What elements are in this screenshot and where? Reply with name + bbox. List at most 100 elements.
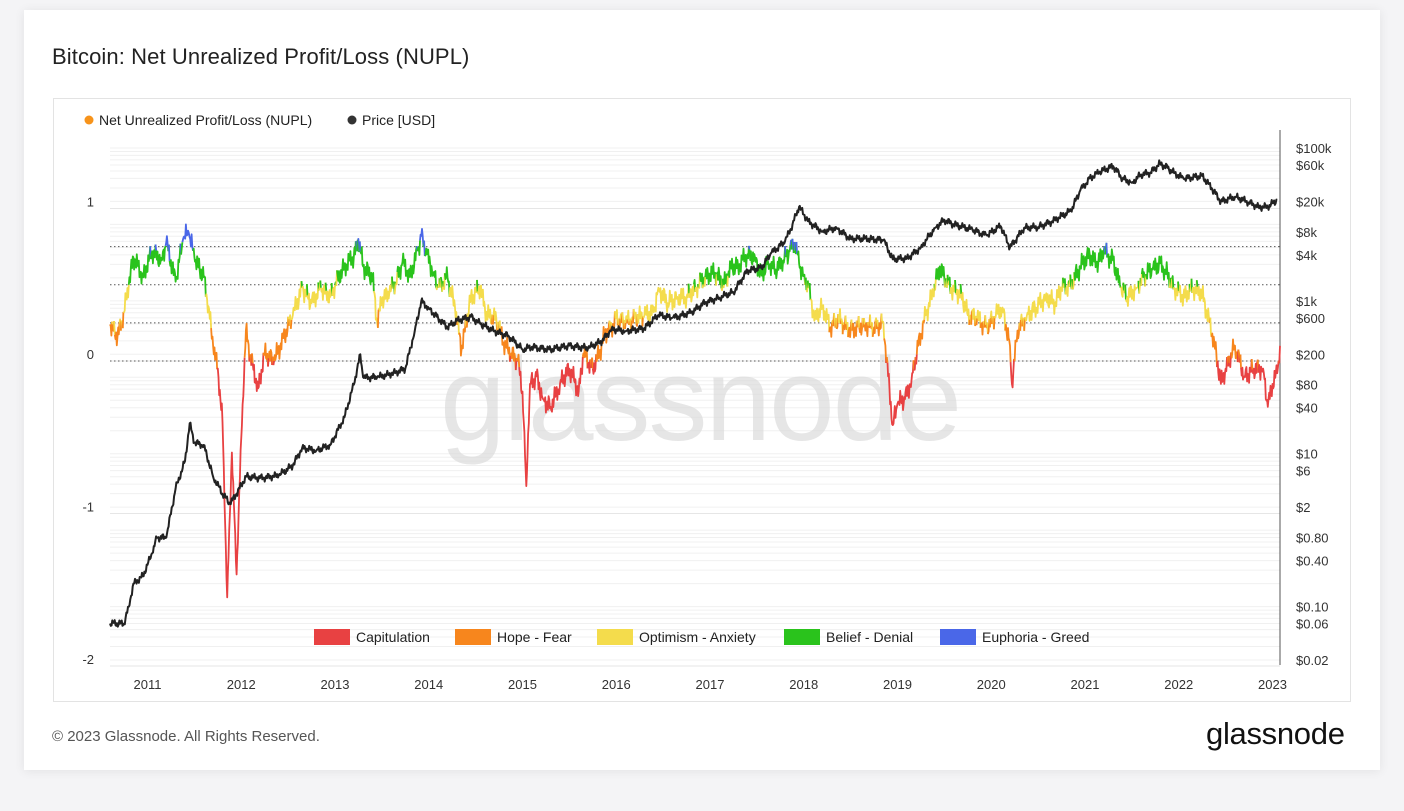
glassnode-logo[interactable]: glassnode	[1206, 716, 1345, 751]
nupl-line-segment	[289, 319, 293, 329]
nupl-line-segment	[1120, 282, 1125, 298]
nupl-line-segment	[955, 284, 962, 305]
nupl-line-segment	[492, 307, 498, 331]
nupl-line-segment	[168, 244, 171, 261]
zone-legend-swatch	[455, 629, 491, 645]
nupl-line-segment	[851, 320, 858, 339]
nupl-line-segment	[358, 241, 362, 252]
right-axis-tick: $10	[1296, 447, 1318, 462]
x-axis-tick: 2020	[977, 677, 1006, 692]
nupl-line-segment	[416, 240, 421, 256]
nupl-line-segment	[642, 283, 690, 324]
nupl-line-segment	[1278, 345, 1281, 364]
nupl-line-segment	[319, 280, 322, 288]
watermark-text: glassnode	[440, 334, 960, 466]
nupl-line-segment	[1171, 275, 1175, 290]
x-axis-tick: 2023	[1258, 677, 1287, 692]
nupl-line-segment	[149, 244, 157, 265]
nupl-line-segment	[359, 246, 375, 292]
nupl-line-segment	[960, 291, 971, 325]
nupl-line-segment	[796, 250, 806, 286]
nupl-line-segment	[1106, 248, 1122, 288]
x-axis-tick: 2016	[602, 677, 631, 692]
nupl-line-segment	[1004, 323, 1012, 363]
right-axis-tick: $6	[1296, 464, 1310, 479]
nupl-line-segment	[1195, 280, 1199, 287]
nupl-line-segment	[844, 315, 847, 325]
nupl-line-segment	[443, 266, 451, 297]
nupl-line-segment	[424, 247, 437, 288]
nupl-line-segment	[795, 241, 798, 254]
nupl-line-segment	[154, 244, 158, 251]
nupl-line-segment	[1257, 360, 1280, 408]
nupl-line-segment	[516, 353, 521, 368]
nupl-line-segment	[1019, 319, 1022, 331]
nupl-line-segment	[595, 320, 611, 362]
nupl-line-segment	[701, 284, 705, 289]
nupl-line-segment	[113, 322, 121, 347]
nupl-line-segment	[476, 284, 492, 324]
nupl-line-segment	[828, 322, 833, 338]
nupl-line-segment	[1009, 358, 1015, 389]
nupl-line-segment	[970, 311, 973, 325]
nupl-line-segment	[968, 319, 971, 326]
nupl-line-segment	[1250, 359, 1254, 370]
nupl-line-segment	[377, 309, 380, 328]
right-axis-tick: $1k	[1296, 294, 1317, 309]
nupl-line-segment	[267, 358, 270, 367]
x-axis-tick: 2015	[508, 677, 537, 692]
nupl-line-segment	[934, 279, 937, 291]
nupl-line-segment	[628, 321, 631, 326]
nupl-line-segment	[626, 309, 630, 325]
x-axis-tick: 2013	[321, 677, 350, 692]
x-axis-tick: 2017	[696, 677, 725, 692]
nupl-line-segment	[496, 321, 500, 330]
nupl-line-segment	[192, 247, 207, 297]
nupl-line-segment	[1013, 322, 1021, 362]
nupl-line-segment	[636, 305, 644, 327]
nupl-line-segment	[959, 284, 963, 294]
nupl-line-segment	[1140, 267, 1146, 287]
nupl-line-segment	[883, 338, 887, 364]
zone-legend-swatch	[784, 629, 820, 645]
nupl-line-segment	[885, 356, 889, 363]
nupl-line-segment	[687, 283, 691, 294]
nupl-line-segment	[715, 266, 723, 289]
nupl-line-segment	[688, 284, 695, 303]
nupl-line-segment	[1209, 317, 1212, 336]
nupl-line-segment	[886, 360, 915, 426]
x-axis-tick: 2019	[883, 677, 912, 692]
x-axis-tick: 2012	[227, 677, 256, 692]
nupl-line-segment	[111, 321, 114, 325]
nupl-line-segment	[509, 355, 512, 362]
zone-legend-swatch	[597, 629, 633, 645]
left-axis-tick: 1	[87, 195, 94, 210]
nupl-line-segment	[127, 246, 152, 285]
nupl-line-segment	[243, 322, 251, 362]
copyright-text: © 2023 Glassnode. All Rights Reserved.	[52, 728, 320, 745]
nupl-line-segment	[1064, 281, 1070, 297]
nupl-line-segment	[181, 223, 194, 251]
nupl-line-segment	[466, 279, 478, 321]
nupl-line-segment	[1239, 354, 1242, 368]
nupl-line-segment	[168, 243, 182, 283]
x-axis-tick: 2018	[789, 677, 818, 692]
nupl-line-segment	[273, 316, 289, 362]
nupl-line-segment	[975, 318, 979, 326]
nupl-line-segment	[984, 315, 987, 325]
nupl-line-segment	[877, 313, 883, 337]
zone-legend-label: Optimism - Anxiety	[639, 629, 756, 645]
nupl-line-segment	[331, 284, 336, 300]
nupl-line-segment	[1177, 281, 1180, 291]
nupl-line-segment	[1062, 283, 1066, 288]
right-axis-tick: $2	[1296, 500, 1310, 515]
nupl-line-segment	[624, 322, 627, 329]
nupl-line-segment	[1144, 255, 1171, 288]
nupl-line-segment	[1228, 355, 1231, 364]
nupl-line-segment	[210, 328, 218, 370]
right-axis-tick: $0.06	[1296, 617, 1329, 632]
nupl-line-segment	[164, 235, 170, 252]
nupl-line-segment	[458, 318, 467, 357]
nupl-line-segment	[847, 319, 853, 338]
nupl-line-segment	[881, 320, 885, 339]
